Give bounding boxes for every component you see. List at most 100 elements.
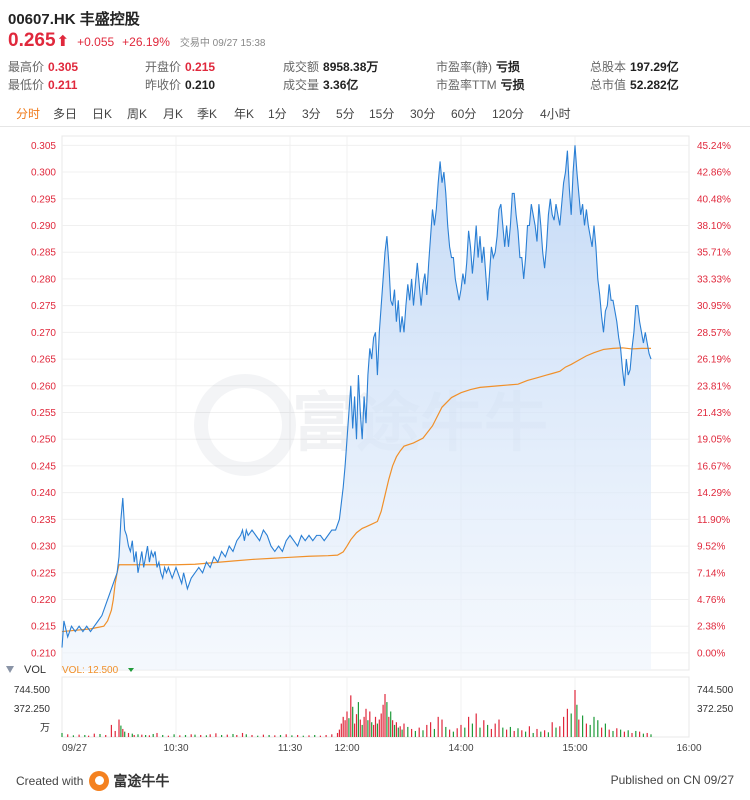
volume-bar — [460, 724, 462, 737]
volume-bar — [268, 734, 270, 737]
volume-bar — [393, 724, 396, 737]
volume-bar — [148, 735, 150, 737]
volume-bar — [354, 723, 356, 737]
pct-tick-label: 30.95% — [697, 301, 731, 312]
volume-bar — [517, 728, 519, 737]
volume-bar — [355, 714, 358, 737]
volume-bar — [570, 713, 572, 737]
stat-item: 总股本 197.29亿 — [590, 58, 679, 75]
volume-bar — [483, 720, 485, 737]
tab-11[interactable]: 30分 — [410, 107, 436, 121]
tab-12[interactable]: 60分 — [451, 107, 477, 121]
price-tick-label: 0.285 — [31, 248, 56, 259]
volume-bar — [502, 727, 504, 737]
tab-14[interactable]: 4小时 — [540, 107, 571, 121]
stat-item: 成交量 3.36亿 — [283, 76, 358, 93]
stat-value: 197.29亿 — [630, 60, 679, 74]
price-tick-label: 0.300 — [31, 168, 56, 179]
volume-bar — [221, 734, 223, 737]
price-tick-label: 0.245 — [31, 461, 56, 472]
quote-header: 00607.HK 丰盛控股 0.265 ⬆ +0.055 +26.19% 交易中… — [0, 0, 750, 100]
volume-bar — [642, 733, 644, 737]
pct-tick-label: 11.90% — [697, 515, 730, 526]
price-tick-label: 0.220 — [31, 595, 56, 606]
time-tick-label: 12:00 — [334, 743, 359, 754]
price-tick-label: 0.270 — [31, 328, 56, 339]
volume-bar — [179, 735, 181, 737]
pct-tick-label: 4.76% — [697, 595, 725, 606]
volume-bar — [114, 730, 116, 737]
price-tick-label: 0.230 — [31, 542, 56, 553]
collapse-triangle-icon[interactable] — [6, 666, 14, 673]
price-tick-label: 0.265 — [31, 355, 56, 366]
tab-9[interactable]: 5分 — [336, 107, 355, 121]
volume-bar — [407, 726, 409, 737]
volume-bar — [578, 719, 580, 737]
stat-item: 最高价 0.305 — [8, 58, 78, 75]
volume-bar — [122, 728, 124, 737]
volume-bar — [67, 734, 69, 737]
volume-bar — [395, 722, 397, 737]
time-tick-label: 11:30 — [278, 743, 303, 754]
tab-3[interactable]: 周K — [127, 107, 148, 121]
tab-0[interactable]: 分时 — [16, 107, 41, 121]
volume-bar — [566, 708, 568, 737]
price-tick-label: 0.290 — [31, 221, 56, 232]
volume-bar — [401, 729, 403, 737]
volume-bar — [547, 732, 549, 737]
volume-bar — [342, 716, 344, 737]
volume-bar — [414, 730, 416, 737]
dropdown-arrow-icon[interactable] — [128, 668, 134, 672]
volume-bar — [597, 720, 599, 737]
tab-2[interactable]: 日K — [92, 107, 113, 121]
price-tick-label: 0.210 — [31, 648, 56, 659]
stat-item: 开盘价 0.215 — [145, 58, 215, 75]
volume-bar — [346, 711, 348, 737]
volume-bar — [555, 727, 557, 737]
tab-1[interactable]: 多日 — [53, 107, 78, 121]
volume-bar — [593, 716, 595, 737]
volume-bar — [226, 734, 228, 737]
volume-bar — [384, 694, 386, 737]
tab-5[interactable]: 季K — [197, 107, 218, 121]
tab-6[interactable]: 年K — [234, 107, 255, 121]
volume-bar — [559, 726, 561, 737]
tab-4[interactable]: 月K — [163, 107, 184, 121]
tab-13[interactable]: 120分 — [492, 107, 525, 121]
volume-bar — [118, 719, 120, 737]
stat-value: 亏损 — [496, 60, 521, 74]
stat-item: 总市值 52.282亿 — [590, 76, 679, 93]
volume-bar — [110, 724, 112, 737]
pct-tick-label: 19.05% — [697, 435, 731, 446]
volume-bar — [490, 728, 492, 737]
pct-tick-label: 9.52% — [697, 542, 725, 553]
volume-bar — [563, 716, 565, 737]
stat-value: 亏损 — [500, 78, 525, 92]
tab-7[interactable]: 1分 — [268, 107, 287, 121]
tab-10[interactable]: 15分 — [369, 107, 395, 121]
stat-value: 8958.38万 — [323, 60, 379, 74]
volume-bar — [241, 732, 244, 737]
volume-bar — [274, 735, 276, 737]
volume-bar — [411, 728, 413, 737]
stat-label: 昨收价 — [145, 78, 182, 92]
stat-label: 总股本 — [590, 60, 627, 74]
volume-bar — [608, 729, 610, 737]
created-with: Created with 富途牛牛 — [16, 771, 169, 791]
stat-label: 成交额 — [283, 60, 320, 74]
volume-bar — [363, 716, 365, 737]
volume-bar — [374, 716, 377, 737]
volume-bar — [452, 731, 454, 737]
volume-bar — [297, 734, 299, 737]
volume-bar — [399, 726, 401, 737]
published-date: Published on CN 09/27 — [610, 773, 734, 787]
pct-tick-label: 45.24% — [697, 141, 731, 152]
volume-bar — [376, 723, 378, 737]
volume-bar — [308, 735, 310, 737]
volume-bar — [325, 734, 327, 737]
volume-bar — [498, 719, 500, 737]
tab-8[interactable]: 3分 — [302, 107, 321, 121]
volume-bar — [576, 704, 578, 737]
volume-bar — [319, 735, 321, 737]
stat-value: 0.210 — [185, 78, 216, 92]
